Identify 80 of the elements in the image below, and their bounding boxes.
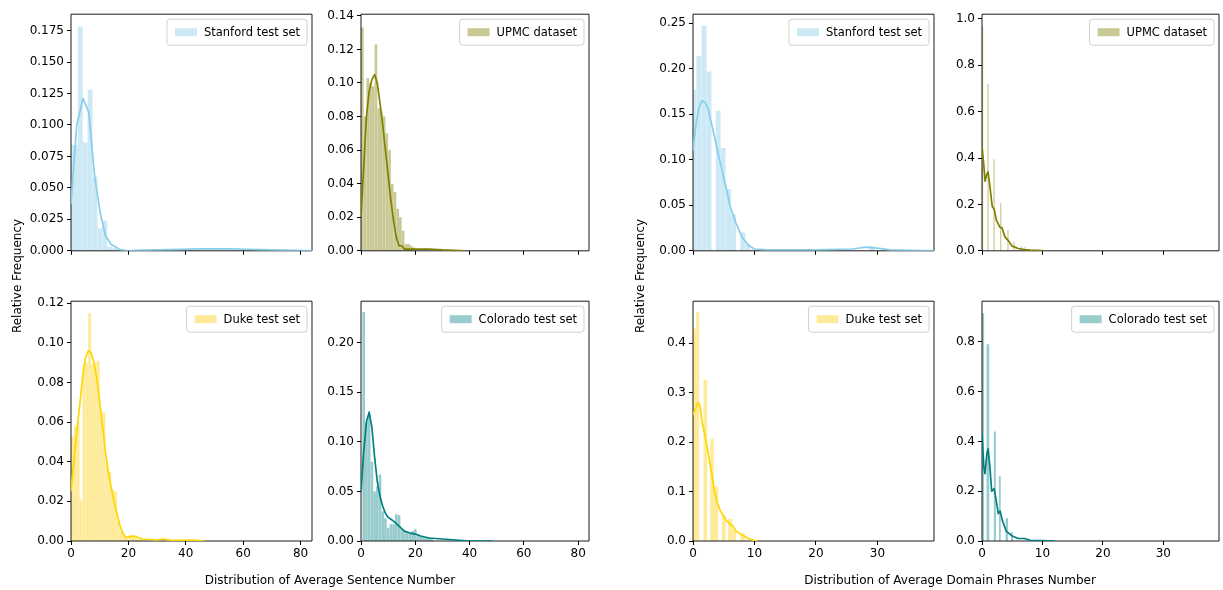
- y-tick-label: 0.4: [955, 150, 975, 165]
- x-tick-label: 30: [869, 546, 886, 561]
- y-tick-label: 0.15: [659, 106, 686, 121]
- x-tick-label: 20: [407, 546, 423, 561]
- y-tick-label: 0.00: [327, 242, 354, 257]
- y-tick-label: 1.0: [955, 10, 975, 25]
- y-tick-label: 0.12: [327, 41, 354, 56]
- y-tick-label: 0.075: [29, 148, 64, 163]
- x-tick-label: 60: [516, 546, 532, 561]
- y-tick-label: 0.175: [29, 22, 64, 37]
- x-tick-label: 80: [292, 546, 309, 561]
- y-tick-label: 0.6: [955, 383, 975, 398]
- y-tick-label: 0.1: [666, 483, 686, 498]
- legend-label: UPMC dataset: [496, 25, 578, 40]
- y-tick-label: 0.25: [659, 15, 686, 30]
- x-tick-label: 20: [808, 546, 824, 561]
- y-tick-label: 0.10: [327, 75, 354, 90]
- legend-label: Colorado test set: [478, 312, 578, 327]
- y-tick-label: 0.12: [37, 295, 64, 310]
- y-tick-label: 0.05: [327, 483, 354, 498]
- legend-label: Duke test set: [845, 312, 923, 327]
- x-tick-label: 30: [1155, 546, 1172, 561]
- x-tick-label: 40: [178, 546, 194, 561]
- y-tick-label: 0.20: [659, 60, 686, 75]
- legend-label: Colorado test set: [1108, 312, 1208, 327]
- y-tick-label: 0.15: [327, 384, 354, 399]
- x-tick-label: 40: [461, 546, 478, 561]
- x-tick-label: 0: [978, 546, 986, 561]
- y-tick-label: 0.0: [666, 533, 686, 548]
- y-tick-label: 0.02: [327, 209, 354, 224]
- x-tick-label: 80: [570, 546, 586, 561]
- y-tick-label: 0.10: [37, 334, 64, 349]
- y-tick-label: 0.4: [955, 433, 975, 448]
- x-tick-label: 60: [235, 546, 251, 561]
- y-tick-label: 0.100: [29, 117, 64, 132]
- legend-label: Duke test set: [223, 312, 301, 327]
- y-tick-label: 0.00: [659, 242, 686, 257]
- y-tick-label: 0.8: [955, 333, 975, 348]
- y-tick-label: 0.04: [37, 453, 64, 468]
- x-tick-label: 0: [357, 546, 365, 561]
- y-tick-label: 0.2: [955, 196, 975, 211]
- x-axis-title: Distribution of Average Domain Phrases Number: [804, 573, 1096, 587]
- legend-label: Stanford test set: [203, 25, 301, 40]
- y-tick-label: 0.05: [659, 197, 686, 212]
- y-tick-label: 0.08: [37, 374, 64, 389]
- y-tick-label: 0.6: [955, 103, 975, 118]
- y-tick-label: 0.10: [327, 434, 354, 449]
- x-tick-label: 20: [120, 546, 137, 561]
- y-axis-title: Relative Frequency: [633, 218, 647, 334]
- y-axis-title: Relative Frequency: [10, 218, 24, 334]
- y-tick-label: 0.00: [37, 533, 64, 548]
- x-tick-label: 10: [746, 546, 763, 561]
- y-tick-label: 0.4: [666, 335, 686, 350]
- y-tick-label: 0.04: [327, 175, 354, 190]
- y-tick-label: 0.06: [37, 414, 64, 429]
- y-tick-label: 0.02: [37, 493, 64, 508]
- y-tick-label: 0.20: [327, 334, 354, 349]
- y-tick-label: 0.0: [955, 242, 975, 257]
- y-tick-label: 0.050: [29, 180, 64, 194]
- y-tick-label: 0.10: [659, 151, 686, 166]
- y-tick-label: 0.3: [666, 384, 686, 399]
- x-axis-title: Distribution of Average Sentence Number: [204, 573, 456, 587]
- x-tick-label: 0: [689, 546, 697, 561]
- legend-label: Stanford test set: [825, 25, 923, 40]
- y-tick-label: 0.06: [327, 142, 354, 157]
- x-tick-label: 20: [1095, 546, 1111, 561]
- x-tick-label: 10: [1034, 546, 1051, 561]
- legend-label: UPMC dataset: [1126, 25, 1208, 40]
- y-tick-label: 0.125: [29, 85, 64, 100]
- y-tick-label: 0.025: [29, 211, 64, 226]
- y-tick-label: 0.00: [327, 533, 354, 548]
- y-tick-label: 0.2: [955, 483, 975, 498]
- y-tick-label: 0.08: [327, 108, 354, 123]
- y-tick-label: 0.2: [666, 434, 686, 449]
- y-tick-label: 0.150: [29, 54, 64, 69]
- y-tick-label: 0.8: [955, 57, 975, 72]
- y-tick-label: 0.0: [955, 533, 975, 548]
- x-tick-label: 0: [67, 546, 75, 561]
- y-tick-label: 0.000: [29, 242, 64, 257]
- y-tick-label: 0.14: [327, 8, 354, 22]
